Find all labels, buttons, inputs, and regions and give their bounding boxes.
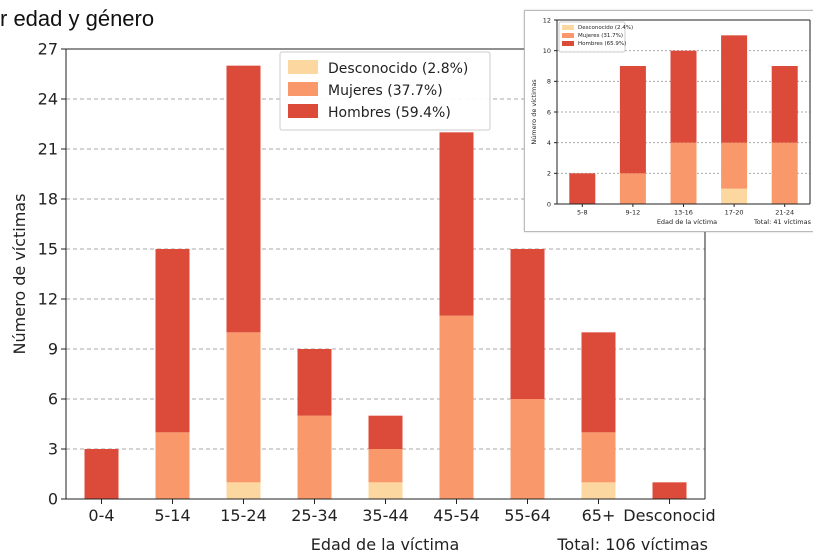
- legend-label: Mujeres (31.7%): [578, 33, 623, 39]
- bar-segment: [670, 50, 697, 143]
- bar-segment: [510, 249, 545, 399]
- x-tick-label: Desconocid: [623, 506, 715, 525]
- x-tick-label: 0-4: [88, 506, 114, 525]
- inset-axes: [554, 19, 811, 207]
- y-tick-label: 6: [547, 108, 551, 116]
- x-tick-label: 45-54: [433, 506, 480, 525]
- x-tick-label: 55-64: [504, 506, 551, 525]
- legend-label: Hombres (65.9%): [578, 41, 626, 47]
- bar-segment: [368, 415, 403, 449]
- y-tick-label: 12: [38, 290, 58, 309]
- y-axis-label: Número de víctimas: [10, 194, 29, 355]
- legend-label: Desconocido (2.4%): [578, 25, 633, 31]
- y-tick-label: 2: [547, 170, 551, 178]
- bar-segment: [368, 482, 403, 499]
- bar-segment: [619, 66, 646, 174]
- legend-label: Mujeres (37.7%): [328, 83, 443, 99]
- x-tick-label: 5-14: [154, 506, 190, 525]
- y-tick-label: 9: [48, 340, 58, 359]
- inset-chart-svg: 0 2 4 6 8 10 12 5-8 9-12 13-16 17-20 21-24 Edad de l…: [530, 16, 812, 226]
- x-tick-label: 21-24: [775, 209, 794, 217]
- y-tick-label: 8: [547, 78, 551, 86]
- bar-segment: [721, 142, 748, 189]
- legend-box: [279, 51, 491, 131]
- bar-segment: [721, 35, 748, 143]
- y-tick-label: 24: [38, 90, 58, 109]
- x-tick-label: 35-44: [362, 506, 409, 525]
- bar-segment: [670, 142, 697, 204]
- x-tick-label: 15-24: [220, 506, 267, 525]
- bar-segment: [297, 415, 332, 499]
- total-note: Total: 106 víctimas: [556, 535, 708, 553]
- legend-swatch: [562, 25, 574, 30]
- bar-segment: [368, 449, 403, 483]
- main-bars: [84, 65, 687, 499]
- legend-swatch: [288, 82, 318, 96]
- bar-segment: [721, 188, 748, 204]
- x-tick-label: 65+: [582, 506, 616, 525]
- y-tick-label: 15: [38, 240, 58, 259]
- legend-swatch: [562, 33, 574, 38]
- y-tick-label: 6: [48, 390, 58, 409]
- y-tick-label: 0: [48, 490, 58, 509]
- y-tick-label: 27: [38, 40, 58, 59]
- bar-segment: [581, 482, 616, 499]
- inset-bars: [569, 35, 798, 204]
- legend-swatch: [288, 104, 318, 118]
- bar-segment: [569, 173, 596, 204]
- y-tick-label: 4: [547, 139, 551, 147]
- inset-labels: 0 2 4 6 8 10 12 5-8 9-12 13-16 17-20 21-24 Edad de l…: [530, 16, 812, 226]
- bar-segment: [226, 332, 261, 483]
- x-tick-label: 5-8: [577, 209, 588, 217]
- y-tick-label: 10: [543, 47, 551, 55]
- legend-swatch: [288, 60, 318, 74]
- bar-segment: [581, 332, 616, 433]
- bar-segment: [155, 249, 190, 433]
- bar-segment: [771, 142, 798, 204]
- x-axis-label: Edad de la víctima: [657, 218, 717, 226]
- main-legend: Desconocido (2.8%) Mujeres (37.7%) Hombres…: [279, 51, 491, 131]
- legend-swatch: [562, 41, 574, 46]
- x-tick-label: 25-34: [291, 506, 338, 525]
- x-tick-label: 13-16: [674, 209, 693, 217]
- legend-label: Hombres (59.4%): [328, 105, 451, 121]
- y-tick-label: 21: [38, 140, 58, 159]
- x-tick-label: 9-12: [626, 209, 641, 217]
- x-tick-label: 17-20: [725, 209, 744, 217]
- bar-segment: [619, 173, 646, 204]
- bar-segment: [439, 315, 474, 499]
- bar-segment: [226, 65, 261, 333]
- bar-segment: [581, 432, 616, 483]
- inset-chart: 0 2 4 6 8 10 12 5-8 9-12 13-16 17-20 21-24 Edad de l…: [524, 10, 813, 232]
- bar-segment: [226, 482, 261, 499]
- bar-segment: [297, 349, 332, 416]
- y-tick-label: 0: [547, 200, 551, 208]
- chart-title: r edad y género: [0, 6, 154, 31]
- legend-box: [558, 21, 626, 53]
- bar-segment: [771, 66, 798, 143]
- x-axis-label: Edad de la víctima: [311, 535, 460, 553]
- bar-segment: [652, 482, 687, 499]
- bar-segment: [155, 432, 190, 499]
- y-tick-label: 18: [38, 190, 58, 209]
- bar-segment: [510, 399, 545, 499]
- bar-segment: [439, 132, 474, 316]
- y-tick-label: 3: [48, 440, 58, 459]
- y-axis-label: Número de víctimas: [530, 79, 538, 145]
- bar-segment: [84, 449, 119, 499]
- y-tick-label: 12: [543, 16, 551, 24]
- inset-legend: Desconocido (2.4%) Mujeres (31.7%) Hombres…: [558, 21, 633, 53]
- legend-label: Desconocido (2.8%): [328, 61, 468, 77]
- total-note: Total: 41 víctimas: [753, 218, 812, 226]
